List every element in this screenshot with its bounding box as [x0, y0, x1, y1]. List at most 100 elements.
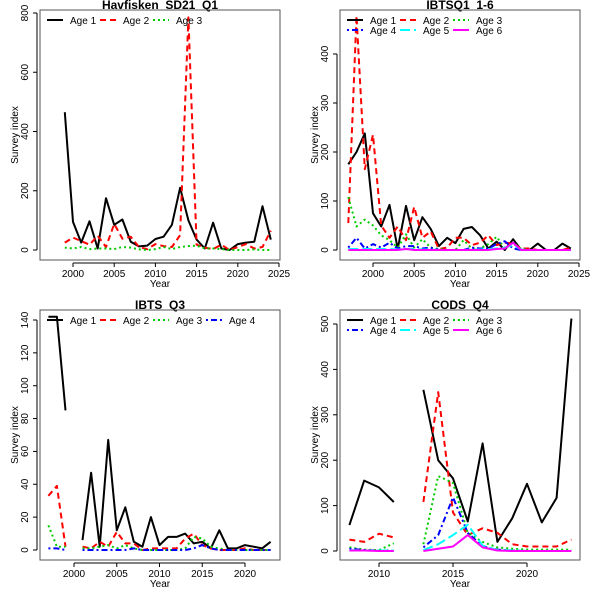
- x-tick-label: 2020: [234, 569, 257, 580]
- x-tick-label: 2020: [516, 569, 539, 580]
- x-tick-label: 2015: [442, 569, 465, 580]
- x-tick-label: 2020: [527, 269, 550, 280]
- legend-label: Age 1: [370, 16, 397, 27]
- x-axis-label: Year: [150, 279, 171, 290]
- series-line-age-2: [349, 532, 395, 543]
- x-axis-label: Year: [150, 579, 171, 590]
- panel-2: IBTSQ1_1-6 2000 2005 2010 2015 2020 2025 Year 0 1…: [310, 0, 591, 290]
- y-tick-label: 200: [320, 451, 331, 468]
- x-tick-label: 2015: [191, 569, 214, 580]
- series-line-age-6: [349, 549, 394, 552]
- series-line-age-2: [47, 484, 67, 547]
- y-tick-label: 200: [20, 182, 31, 199]
- y-axis-label: Survey index: [310, 406, 321, 464]
- x-axis-label: Year: [450, 279, 471, 290]
- x-tick-label: 2010: [144, 269, 167, 280]
- legend-label: Age 4: [370, 26, 397, 37]
- y-tick-label: 40: [20, 478, 31, 490]
- plot-frame: [339, 9, 581, 261]
- y-tick-label: 600: [20, 63, 31, 80]
- legend: Age 1 Age 2 Age 3 Age 4 Age 5 Age 6: [347, 16, 503, 37]
- x-tick-label: 2015: [485, 269, 508, 280]
- series-line-age-3: [47, 525, 66, 548]
- series-line-age-1: [48, 315, 67, 411]
- legend-label: Age 1: [70, 316, 97, 327]
- legend-label: Age 2: [423, 316, 450, 327]
- x-tick-label: 2020: [227, 269, 250, 280]
- legend-label: Age 1: [370, 316, 397, 327]
- legend-label: Age 3: [176, 16, 203, 27]
- x-tick-label: 2025: [268, 269, 291, 280]
- legend-label: Age 2: [423, 16, 450, 27]
- x-tick-label: 2025: [568, 269, 591, 280]
- x-tick-label: 2000: [62, 269, 85, 280]
- y-tick-label: 0: [320, 247, 331, 253]
- y-tick-label: 300: [320, 406, 331, 423]
- y-axis-label: Survey index: [10, 406, 21, 464]
- legend: Age 1 Age 2 Age 3 Age 4: [47, 316, 256, 327]
- y-tick-label: 500: [320, 315, 331, 332]
- legend-label: Age 5: [423, 326, 450, 337]
- legend-label: Age 1: [70, 16, 97, 27]
- x-tick-label: 2015: [185, 269, 208, 280]
- plot-frame: [39, 309, 281, 561]
- legend: Age 1 Age 2 Age 3 Age 4 Age 5 Age 6: [347, 316, 503, 337]
- x-tick-label: 2005: [103, 269, 126, 280]
- panel-title: IBTSQ1_1-6: [426, 0, 494, 12]
- series-line-age-4: [82, 544, 271, 551]
- panel-title: Havfisken_SD21_Q1: [102, 0, 218, 12]
- y-tick-label: 140: [20, 311, 31, 328]
- panel-4: CODS_Q4 2010 2015 2020 Year 0 100 200 300 400 500 S…: [310, 298, 581, 590]
- series-group: [347, 14, 572, 251]
- legend-label: Age 4: [370, 326, 397, 337]
- legend: Age 1 Age 2 Age 3: [47, 16, 203, 27]
- x-tick-label: 2005: [403, 269, 426, 280]
- x-tick-label: 2005: [106, 569, 129, 580]
- plot-frame: [39, 9, 281, 261]
- legend-label: Age 4: [229, 316, 256, 327]
- series-line-age-1: [348, 479, 395, 526]
- series-line-age-3: [64, 244, 271, 251]
- legend-label: Age 6: [476, 26, 503, 37]
- y-tick-label: 120: [20, 344, 31, 361]
- y-tick-label: 400: [320, 361, 331, 378]
- y-tick-label: 20: [20, 511, 31, 523]
- legend-label: Age 3: [476, 16, 503, 27]
- series-line-age-3: [422, 475, 572, 551]
- legend-label: Age 5: [423, 26, 450, 37]
- plot-frame: [339, 309, 581, 561]
- x-tick-label: 2000: [63, 569, 86, 580]
- y-tick-label: 200: [320, 143, 331, 160]
- x-tick-label: 2000: [362, 269, 385, 280]
- x-axis-label: Year: [450, 579, 471, 590]
- series-group: [348, 318, 573, 552]
- y-tick-label: 100: [320, 497, 331, 514]
- y-axis-label: Survey index: [310, 106, 321, 164]
- y-tick-label: 400: [20, 123, 31, 140]
- legend-label: Age 2: [123, 316, 150, 327]
- series-group: [63, 16, 272, 251]
- y-tick-label: 800: [20, 4, 31, 21]
- legend-label: Age 3: [176, 316, 203, 327]
- y-tick-label: 100: [20, 377, 31, 394]
- series-line-age-3: [347, 196, 571, 251]
- panel-title: CODS_Q4: [431, 298, 489, 312]
- x-tick-label: 2010: [444, 269, 467, 280]
- series-line-age-4: [48, 547, 66, 551]
- y-tick-label: 60: [20, 445, 31, 457]
- panel-3: IBTS_Q3 2000 2005 2010 2015 2020 Year 0 20 40 60 80…: [10, 298, 281, 590]
- legend-label: Age 2: [123, 16, 150, 27]
- y-tick-label: 0: [20, 547, 31, 553]
- x-tick-label: 2010: [368, 569, 391, 580]
- series-line-age-2: [347, 14, 572, 251]
- y-tick-label: 400: [320, 45, 331, 62]
- series-line-age-6: [348, 241, 571, 251]
- series-line-age-1: [347, 132, 572, 251]
- y-tick-label: 0: [20, 247, 31, 253]
- legend-label: Age 3: [476, 316, 503, 327]
- panel-title: IBTS_Q3: [135, 298, 185, 312]
- series-line-age-1: [81, 438, 272, 550]
- series-line-age-6: [423, 534, 572, 552]
